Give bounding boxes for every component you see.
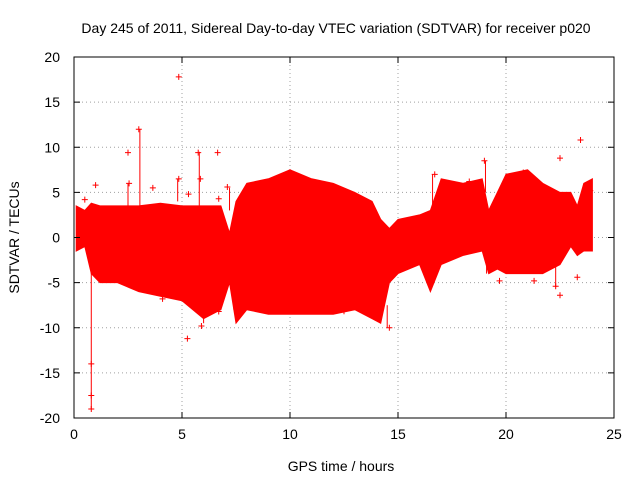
sdtvar-outlier-point — [88, 392, 95, 399]
sdtvar-outlier-point — [195, 149, 202, 156]
chart-title: Day 245 of 2011, Sidereal Day-to-day VTE… — [81, 20, 590, 36]
y-tick-label: -15 — [40, 365, 60, 381]
sdtvar-outlier-point — [135, 126, 142, 133]
sdtvar-outlier-point — [587, 187, 594, 194]
y-tick-label: 5 — [52, 184, 60, 200]
sdtvar-outlier-point — [215, 195, 222, 202]
x-axis-label: GPS time / hours — [288, 458, 395, 474]
y-tick-label: -10 — [40, 320, 60, 336]
sdtvar-outlier-point — [386, 324, 393, 331]
sdtvar-outlier-point — [214, 149, 221, 156]
sdtvar-outlier-point — [185, 191, 192, 198]
y-tick-label: -5 — [48, 275, 61, 291]
x-tick-label: 25 — [606, 426, 622, 442]
sdtvar-outlier-point — [197, 175, 204, 182]
sdtvar-outlier-point — [466, 178, 473, 185]
sdtvar-data-band — [75, 169, 593, 325]
x-tick-label: 15 — [390, 426, 406, 442]
sdtvar-outlier-point — [552, 283, 559, 290]
sdtvar-outlier-point — [149, 184, 156, 191]
sdtvar-outlier-point — [198, 322, 205, 329]
sdtvar-outlier-point — [175, 73, 182, 80]
y-axis-label: SDTVAR / TECUs — [6, 181, 22, 293]
sdtvar-outlier-point — [88, 405, 95, 412]
y-tick-label: -20 — [40, 410, 60, 426]
sdtvar-outlier-point — [126, 180, 133, 187]
sdtvar-outlier-point — [577, 137, 584, 144]
sdtvar-outlier-point — [531, 277, 538, 284]
sdtvar-outlier-point — [431, 171, 438, 178]
sdtvar-outlier-point — [81, 196, 88, 203]
sdtvar-outlier-point — [184, 335, 191, 342]
sdtvar-outlier-point — [224, 183, 231, 190]
sdtvar-outlier-point — [574, 274, 581, 281]
data-series — [75, 73, 594, 412]
y-tick-label: 20 — [44, 49, 60, 65]
sdtvar-outlier-point — [92, 182, 99, 189]
x-tick-label: 20 — [498, 426, 514, 442]
sdtvar-outlier-point — [175, 175, 182, 182]
x-tick-label: 10 — [282, 426, 298, 442]
sdtvar-outlier-point — [125, 149, 131, 156]
sdtvar-outlier-point — [557, 155, 563, 162]
sdtvar-outlier-point — [88, 360, 95, 367]
sdtvar-outlier-point — [481, 157, 488, 164]
axis-ticks: 0 5 10 15 20 25 -20 -15 -10 -5 0 5 10 15 20 — [40, 49, 622, 442]
y-tick-label: 15 — [44, 94, 60, 110]
sdtvar-outlier-point — [496, 277, 503, 284]
sdtvar-outlier-point — [557, 292, 563, 299]
sdtvar-outlier-point — [520, 169, 527, 176]
y-tick-label: 10 — [44, 139, 60, 155]
sdtvar-outlier-point — [215, 308, 222, 315]
y-tick-label: 0 — [52, 230, 60, 246]
x-tick-label: 0 — [70, 426, 78, 442]
x-tick-label: 5 — [178, 426, 186, 442]
sdtvar-outlier-point — [159, 295, 166, 302]
